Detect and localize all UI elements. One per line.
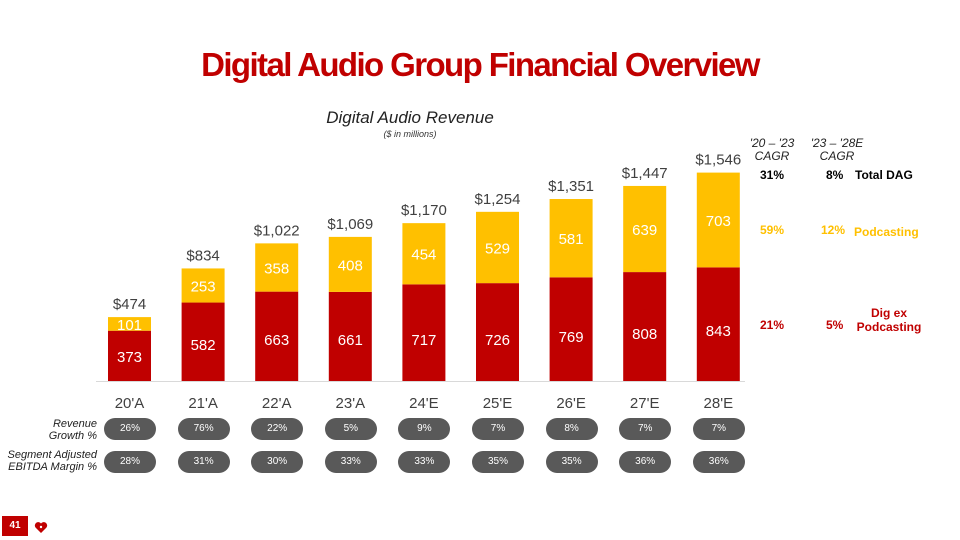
label-total-8: $1,546 — [695, 152, 741, 169]
cagr-podcast-2023: 59% — [760, 223, 785, 237]
ebitda-margin-pill-1: 31% — [177, 451, 230, 473]
label-digex-1: 582 — [191, 337, 216, 354]
bar-podcast-7 — [623, 185, 667, 273]
tick-label-7: 27'E — [630, 395, 660, 412]
label-total-2: $1,022 — [254, 222, 300, 239]
cagr-total-2028: 8% — [826, 168, 844, 182]
cagr-podcast-label: Podcasting — [854, 225, 919, 239]
bar-podcast-4 — [402, 223, 446, 285]
label-total-4: $1,170 — [401, 202, 447, 219]
cagr-digex-2023: 21% — [760, 318, 785, 332]
label-digex-8: 843 — [706, 323, 731, 340]
revenue-growth-pill-8: 7% — [692, 418, 745, 440]
tick-label-4: 24'E — [409, 395, 439, 412]
tick-label-5: 25'E — [483, 395, 513, 412]
bar-digex-6 — [549, 277, 593, 381]
ebitda-margin-pill-5: 35% — [472, 451, 524, 473]
tick-label-0: 20'A — [115, 395, 145, 412]
revenue-growth-pill-5: 7% — [472, 418, 524, 440]
label-digex-5: 726 — [485, 332, 510, 349]
chart-title: Digital Audio Revenue — [326, 108, 494, 127]
revenue-growth-pill-1: 76% — [177, 418, 230, 440]
ebitda-margin-pill-7: 36% — [619, 451, 672, 473]
label-total-7: $1,447 — [622, 165, 668, 182]
cagr-total-label: Total DAG — [855, 168, 913, 182]
label-digex-2: 663 — [264, 332, 289, 349]
tick-label-3: 23'A — [336, 395, 366, 412]
revenue-growth-pill-6: 8% — [545, 418, 598, 440]
chart-unit: ($ in millions) — [383, 129, 437, 139]
page-title: Digital Audio Group Financial Overview — [201, 46, 760, 83]
cagr-total-2023: 31% — [760, 168, 785, 182]
label-podcast-3: 408 — [338, 257, 363, 274]
label-total-3: $1,069 — [327, 216, 373, 233]
bar-digex-3 — [328, 291, 372, 381]
ebitda-margin-pill-3: 33% — [324, 451, 377, 473]
ebitda-margin-pill-4: 33% — [398, 451, 451, 473]
bar-digex-4 — [402, 284, 446, 381]
label-podcast-0: 101 — [117, 317, 142, 334]
label-podcast-4: 454 — [411, 247, 436, 264]
ebitda-margin-pill-6: 35% — [545, 451, 598, 473]
tick-label-8: 28'E — [704, 395, 734, 412]
revenue-growth-pill-7: 7% — [619, 418, 672, 440]
ebitda-margin-pill-8: 36% — [692, 451, 745, 473]
label-total-1: $834 — [186, 247, 219, 264]
cagr-digex-label: Dig ex Podcasting — [856, 306, 922, 334]
revenue-growth-pill-4: 9% — [398, 418, 451, 440]
bar-digex-2 — [255, 291, 299, 381]
bar-digex-8 — [696, 267, 740, 381]
cagr-podcast-2028: 12% — [821, 223, 846, 237]
bar-digex-1 — [181, 302, 225, 381]
label-total-0: $474 — [113, 296, 146, 313]
cagr-digex-2028: 5% — [826, 318, 844, 332]
ebitda-margin-label: Segment Adjusted EBITDA Margin % — [7, 449, 97, 473]
bar-podcast-8 — [696, 172, 740, 268]
page-number: 41 — [2, 516, 28, 536]
label-podcast-6: 581 — [559, 231, 584, 248]
label-podcast-5: 529 — [485, 240, 510, 257]
bar-podcast-5 — [476, 211, 519, 284]
bar-podcast-1 — [181, 268, 225, 303]
cagr-header-2028: '23 – '28E CAGR — [810, 136, 864, 163]
bar-digex-0 — [108, 330, 151, 381]
label-total-5: $1,254 — [475, 191, 521, 208]
label-digex-0: 373 — [117, 349, 142, 366]
label-podcast-2: 358 — [264, 260, 289, 277]
tick-label-1: 21'A — [188, 395, 218, 412]
label-podcast-7: 639 — [632, 222, 657, 239]
label-total-6: $1,351 — [548, 178, 594, 195]
ebitda-margin-pill-2: 30% — [251, 451, 304, 473]
label-digex-7: 808 — [632, 326, 657, 343]
tick-label-2: 22'A — [262, 395, 292, 412]
label-digex-3: 661 — [338, 332, 363, 349]
label-podcast-8: 703 — [706, 213, 731, 230]
label-digex-4: 717 — [411, 332, 436, 349]
label-podcast-1: 253 — [191, 278, 216, 295]
revenue-growth-pill-3: 5% — [324, 418, 377, 440]
label-digex-6: 769 — [559, 329, 584, 346]
bar-podcast-2 — [255, 243, 299, 292]
bar-digex-5 — [476, 283, 519, 381]
revenue-growth-label: Revenue Growth % — [48, 418, 97, 442]
revenue-chart: 373 101 $474 20'A 582 253 $834 21'A 663 358 $1,022… — [96, 152, 745, 412]
cagr-header-2023: '20 – '23 CAGR — [749, 136, 795, 163]
bar-podcast-0 — [108, 317, 151, 331]
revenue-growth-pill-2: 22% — [251, 418, 304, 440]
revenue-growth-pill-0: 26% — [104, 418, 156, 440]
bar-podcast-6 — [549, 199, 593, 278]
bar-podcast-3 — [328, 236, 372, 292]
bar-digex-7 — [623, 272, 667, 381]
tick-label-6: 26'E — [556, 395, 586, 412]
ebitda-margin-pill-0: 28% — [104, 451, 156, 473]
iheart-logo-icon — [34, 522, 48, 533]
